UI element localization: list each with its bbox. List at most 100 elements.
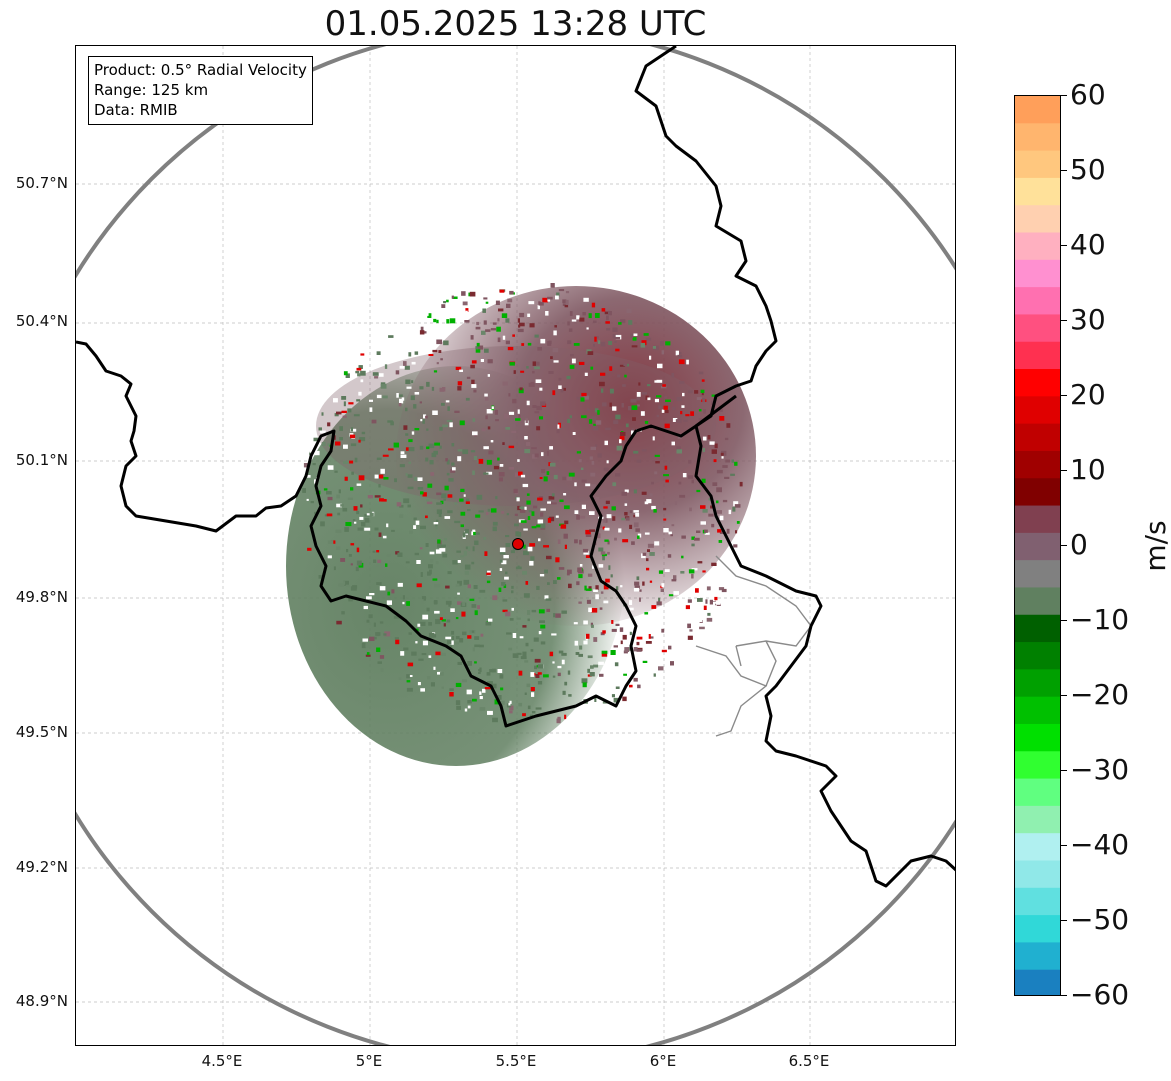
radar-echo-pixel bbox=[414, 351, 419, 355]
radar-echo-pixel bbox=[420, 688, 425, 692]
radar-echo-pixel bbox=[431, 452, 437, 458]
radar-echo-pixel bbox=[379, 586, 386, 591]
radar-echo-pixel bbox=[439, 426, 443, 431]
radar-echo-pixel bbox=[540, 624, 546, 629]
radar-echo-pixel bbox=[455, 700, 461, 705]
radar-echo-pixel bbox=[429, 569, 432, 575]
radar-echo-pixel bbox=[505, 611, 511, 617]
radar-echo-pixel bbox=[496, 326, 501, 332]
radar-echo-pixel bbox=[304, 475, 311, 478]
radar-echo-pixel bbox=[619, 627, 624, 632]
radar-echo-pixel bbox=[440, 672, 444, 676]
radar-echo-pixel bbox=[459, 498, 464, 502]
radar-echo-pixel bbox=[548, 462, 551, 467]
radar-echo-pixel bbox=[677, 354, 683, 358]
radar-echo-pixel bbox=[539, 416, 543, 420]
radar-echo-pixel bbox=[427, 483, 433, 488]
radar-echo-pixel bbox=[699, 626, 705, 630]
radar-echo-pixel bbox=[455, 636, 460, 640]
radar-echo-pixel bbox=[540, 523, 546, 529]
radar-echo-pixel bbox=[456, 705, 461, 710]
radar-echo-pixel bbox=[465, 546, 468, 550]
radar-echo-pixel bbox=[612, 327, 618, 332]
radar-echo-pixel bbox=[376, 394, 382, 399]
radar-echo-pixel bbox=[624, 374, 627, 378]
colorbar-tick-label: 20 bbox=[1070, 378, 1106, 411]
radar-echo-pixel bbox=[553, 360, 559, 363]
radar-echo-pixel bbox=[471, 379, 475, 385]
radar-echo-pixel bbox=[595, 444, 598, 447]
radar-echo-pixel bbox=[603, 518, 607, 523]
radar-echo-pixel bbox=[477, 605, 480, 609]
radar-echo-pixel bbox=[348, 554, 352, 557]
colorbar-segment bbox=[1015, 232, 1060, 261]
radar-echo-pixel bbox=[502, 442, 505, 445]
radar-echo-pixel bbox=[379, 655, 385, 659]
radar-echo-pixel bbox=[503, 555, 509, 559]
radar-echo-pixel bbox=[464, 320, 470, 323]
radar-echo-pixel bbox=[499, 568, 503, 571]
radar-echo-pixel bbox=[540, 401, 546, 406]
radar-echo-pixel bbox=[452, 635, 455, 641]
radar-echo-pixel bbox=[683, 419, 688, 422]
radar-echo-pixel bbox=[725, 459, 730, 463]
radar-map[interactable] bbox=[75, 45, 956, 1046]
radar-echo-pixel bbox=[318, 427, 322, 431]
radar-echo-pixel bbox=[696, 530, 701, 533]
radar-echo-pixel bbox=[457, 381, 463, 386]
radar-echo-pixel bbox=[440, 652, 446, 656]
radar-echo-pixel bbox=[721, 456, 724, 459]
radar-echo-pixel bbox=[433, 370, 438, 373]
radar-echo-pixel bbox=[593, 343, 595, 347]
radar-echo-pixel bbox=[550, 356, 553, 360]
radar-echo-pixel bbox=[367, 495, 373, 499]
radar-echo-pixel bbox=[504, 576, 509, 580]
radar-echo-pixel bbox=[376, 550, 380, 553]
radar-echo-pixel bbox=[454, 641, 460, 645]
radar-echo-pixel bbox=[561, 610, 567, 614]
radar-echo-pixel bbox=[549, 651, 554, 657]
radar-echo-pixel bbox=[522, 651, 527, 657]
radar-echo-pixel bbox=[524, 436, 528, 440]
radar-echo-pixel bbox=[580, 515, 586, 519]
radar-echo-pixel bbox=[633, 450, 639, 454]
radar-echo-pixel bbox=[487, 374, 490, 377]
radar-echo-pixel bbox=[466, 376, 471, 379]
radar-echo-pixel bbox=[675, 350, 679, 356]
radar-echo-pixel bbox=[403, 425, 408, 430]
radar-echo-pixel bbox=[406, 680, 411, 683]
radar-echo-pixel bbox=[689, 507, 692, 512]
radar-echo-pixel bbox=[467, 705, 471, 709]
radar-echo-pixel bbox=[487, 508, 491, 512]
radar-echo-pixel bbox=[653, 673, 656, 677]
radar-echo-pixel bbox=[471, 561, 475, 565]
radar-echo-pixel bbox=[564, 505, 570, 510]
radar-echo-pixel bbox=[546, 450, 549, 456]
radar-echo-pixel bbox=[734, 461, 738, 466]
radar-echo-pixel bbox=[519, 387, 523, 391]
radar-echo-pixel bbox=[581, 504, 586, 509]
radar-echo-pixel bbox=[601, 553, 607, 557]
radar-echo-pixel bbox=[589, 511, 595, 515]
radar-echo-pixel bbox=[739, 481, 743, 487]
radar-echo-pixel bbox=[526, 683, 531, 688]
radar-echo-pixel bbox=[518, 670, 523, 676]
radar-echo-pixel bbox=[691, 635, 695, 638]
radar-echo-pixel bbox=[730, 473, 735, 476]
radar-echo-pixel bbox=[644, 612, 649, 615]
radar-echo-pixel bbox=[557, 665, 562, 669]
radar-echo-pixel bbox=[645, 337, 652, 341]
radar-echo-pixel bbox=[323, 488, 328, 491]
radar-echo-pixel bbox=[405, 379, 411, 384]
radar-echo-pixel bbox=[602, 526, 605, 530]
radar-echo-pixel bbox=[622, 539, 629, 543]
radar-echo-pixel bbox=[624, 647, 630, 652]
radar-echo-pixel bbox=[678, 359, 685, 365]
radar-echo-pixel bbox=[558, 650, 564, 654]
radar-echo-pixel bbox=[360, 379, 364, 383]
radar-echo-pixel bbox=[497, 457, 500, 461]
radar-echo-pixel bbox=[522, 713, 526, 717]
radar-echo-pixel bbox=[567, 340, 572, 345]
radar-echo-pixel bbox=[426, 501, 433, 505]
radar-echo-pixel bbox=[452, 560, 458, 565]
